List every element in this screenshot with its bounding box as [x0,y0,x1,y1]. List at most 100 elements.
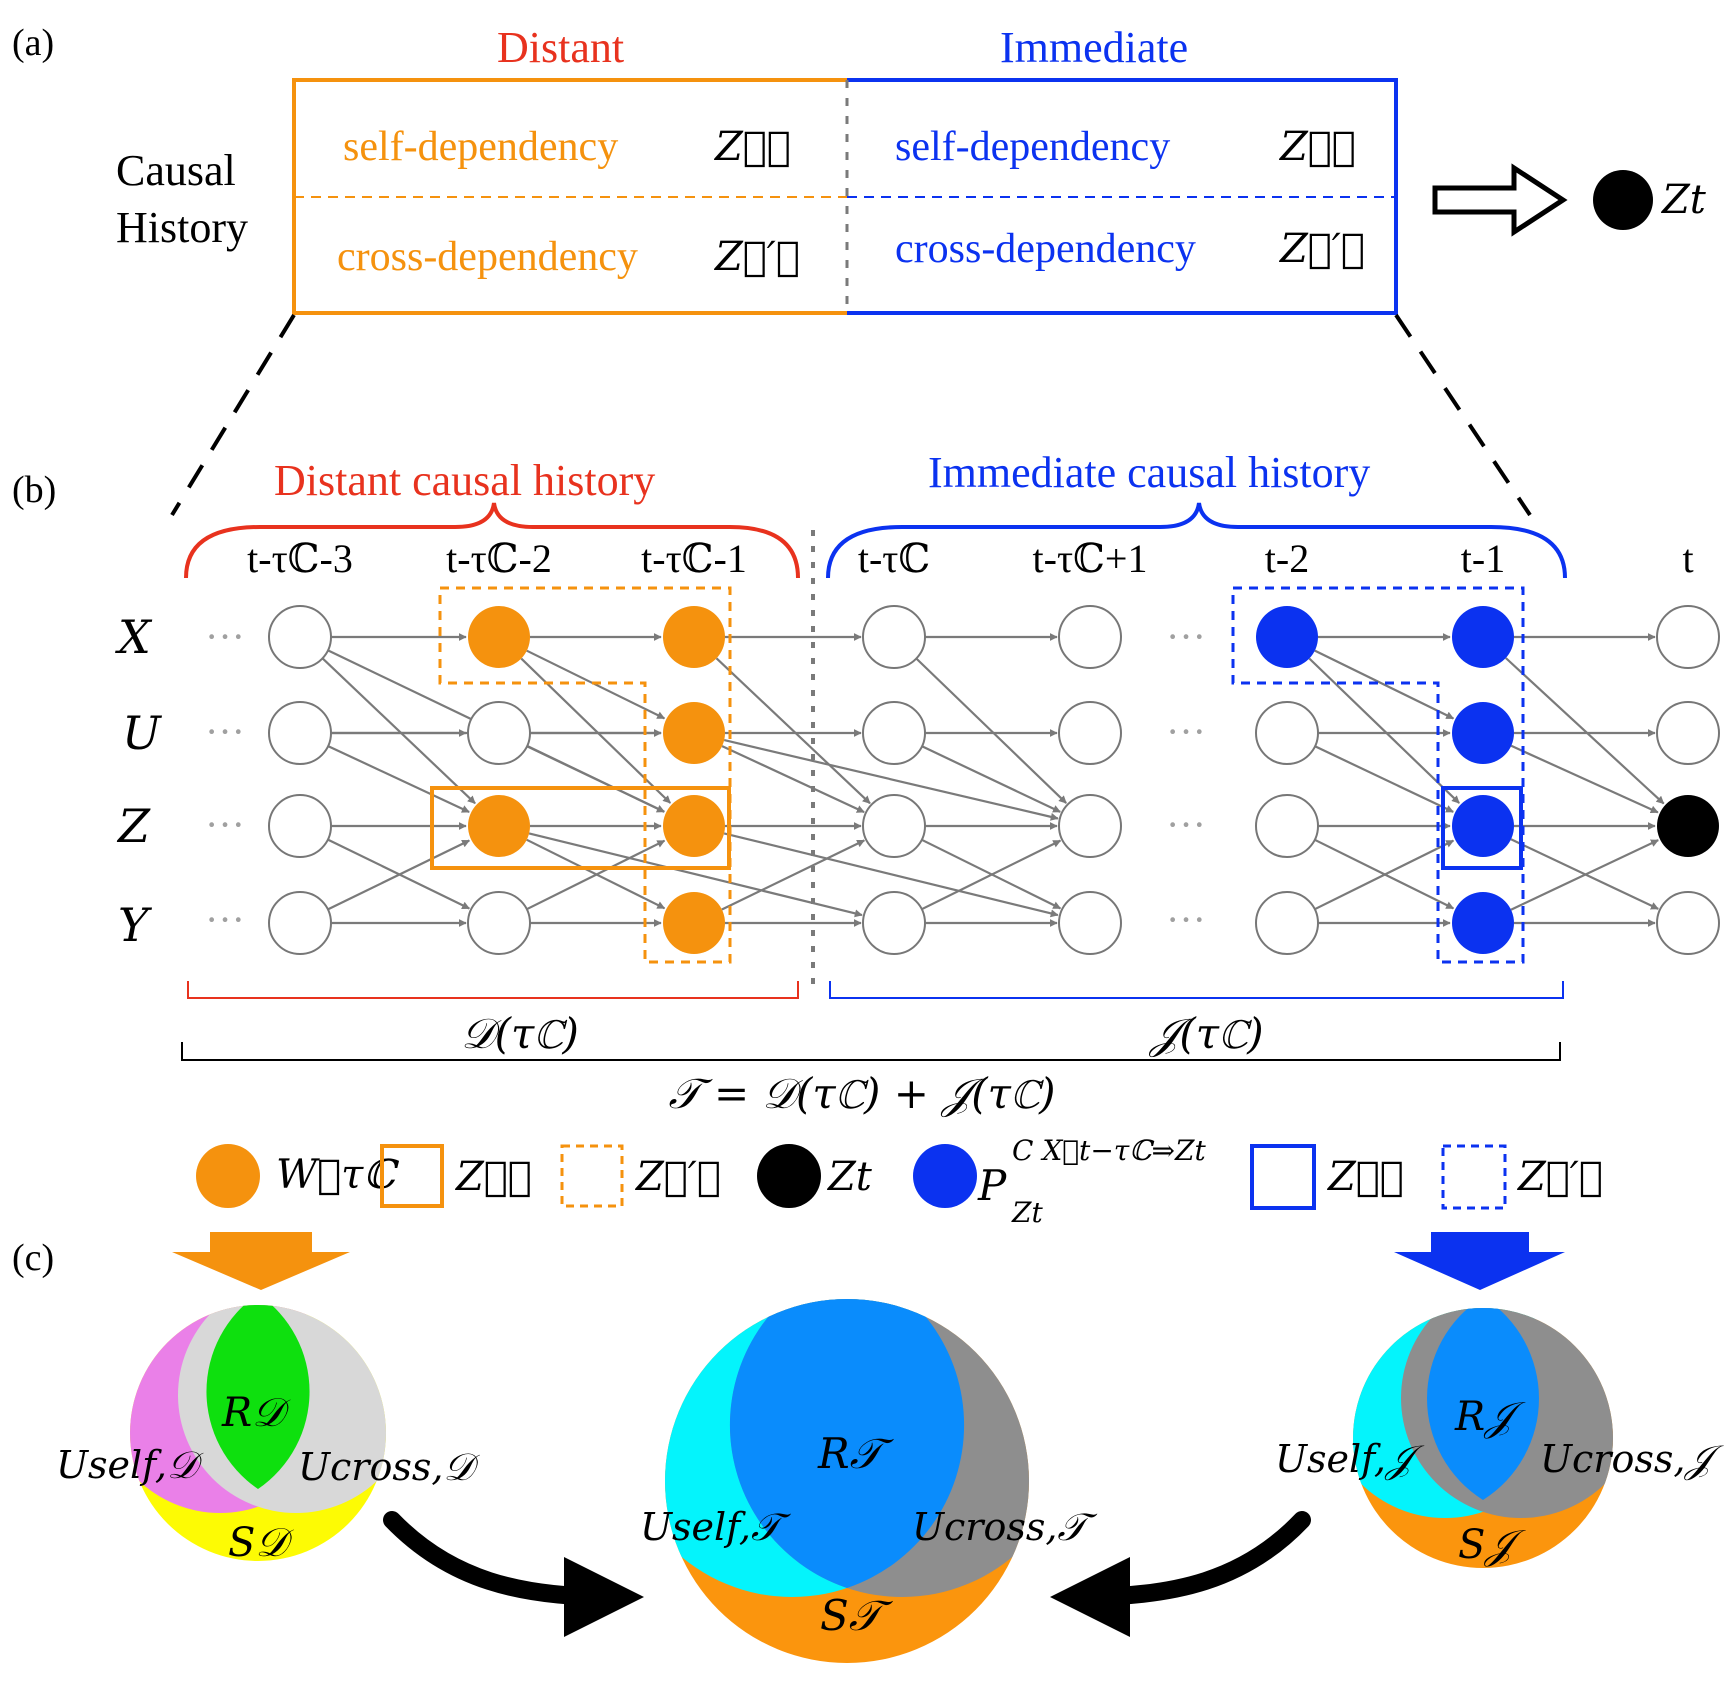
target-label-a: Zt [1660,177,1707,223]
ellipsis: ··· [1166,614,1206,659]
graph-node [268,605,332,669]
time-labels: t-τℂ-3 t-τℂ-2 t-τℂ-1 t-τℂ t-τℂ+1 t-2 t-1… [247,536,1693,581]
legend-z-d-prime-label: Z⃗′𝒟 [634,1154,721,1200]
time-label: t-τℂ-1 [641,536,747,581]
total-span-label: 𝒯 = 𝒟(τℂ) + 𝒥(τℂ) [668,1069,1055,1118]
j-span-label: 𝒥(τℂ) [1148,1009,1263,1058]
hollow-arrow [1432,163,1568,237]
legend-z-d-prime-swatch [560,1144,624,1208]
legend-z-j-prime-swatch [1441,1144,1507,1210]
graph-node [1058,794,1122,858]
immediate-self-dependency: self-dependency [895,124,1170,170]
graph-edge [1510,838,1659,910]
graph-edge [921,745,1061,813]
graph-edge [327,839,471,911]
graph-node [663,795,725,857]
graph-node [1255,701,1319,765]
graph-node [1452,606,1514,668]
legend-w-swatch [196,1144,260,1208]
graph-edge [723,832,1059,918]
immediate-highlight-boxes [1231,586,1525,964]
distant-brace [184,502,800,579]
blue-down-arrow [1394,1232,1565,1290]
distant-cross-dependency: cross-dependency [337,234,638,280]
legend-z-j-label: Z⃗𝒥 [1326,1154,1404,1200]
zoom-line-right [1394,313,1532,517]
causal-edges [321,633,1665,927]
distant-title: Distant [497,23,624,72]
time-label: t-τℂ+1 [1033,536,1148,581]
immediate-z-j-prime: Z⃗′𝒥 [1278,226,1365,272]
legend-z-j-prime-label: Z⃗′𝒥 [1516,1154,1603,1200]
graph-edge [1314,839,1455,911]
graph-edge [1510,744,1659,814]
graph-node [1255,794,1319,858]
time-label: t-τℂ-3 [247,536,353,581]
immediate-z-j: Z⃗𝒥 [1278,124,1356,170]
graph-node [862,794,926,858]
graph-node [1656,701,1720,765]
graph-edge [520,657,672,804]
graph-node [268,701,332,765]
distant-brace-label: Distant causal history [274,456,655,505]
ellipsis: ··· [205,614,245,659]
graph-node [1657,795,1719,857]
graph-node [268,891,332,955]
graph-edge [921,838,1062,910]
variable-label-z: Z [116,799,151,853]
venn-distant-u-self: Uself,𝒟 [56,1443,204,1487]
legend-z-j-swatch [1250,1144,1316,1210]
ellipsis: ··· [1166,802,1206,847]
graph-node [1058,605,1122,669]
graph-edge [526,839,666,911]
immediate-brace-label: Immediate causal history [928,448,1370,497]
graph-edge [915,657,1067,804]
venn-distant-u-cross: Ucross,𝒟 [298,1445,480,1489]
graph-node [268,794,332,858]
venn-total-u-cross: Ucross,𝒯 [912,1505,1097,1549]
panel-label-a: (a) [12,22,54,64]
ellipses: ··· ··· ··· ··· ··· ··· ··· ··· [205,614,1206,942]
time-label: t [1682,536,1693,581]
legend-z-d-label: Z⃗𝒟 [454,1154,532,1200]
graph-node [663,702,725,764]
distant-self-dependency: self-dependency [343,124,618,170]
graph-edge [321,657,476,805]
graph-edge [1314,745,1454,813]
graph-edge [528,832,863,918]
target-node-a [1593,170,1653,230]
venn-total-r: R𝒯 [817,1429,895,1478]
ellipsis: ··· [205,802,245,847]
legend-z-t-label: Zt [826,1154,873,1200]
causal-nodes [268,605,1720,955]
graph-node [862,605,926,669]
graph-edge [715,657,871,805]
variable-label-x: X [115,610,153,664]
graph-node [1058,891,1122,955]
j-span-bracket [829,981,1564,999]
graph-edge [526,745,665,813]
time-label: t-2 [1265,536,1309,581]
causal-label: Causal [116,146,236,195]
venn-immediate-u-self: Uself,𝒥 [1275,1437,1425,1481]
legend: W⃗τℂ Z⃗𝒟 Z⃗′𝒟 Zt P C X⃗t−τℂ⇒Zt Zt Z⃗𝒥 Z⃗… [196,1134,1603,1229]
graph-node [1452,795,1514,857]
graph-node [467,701,531,765]
graph-node [663,606,725,668]
graph-node [1656,891,1720,955]
distant-z-d: Z⃗𝒟 [713,124,791,170]
graph-node [1452,702,1514,764]
d-span-label: 𝒟(τℂ) [461,1009,579,1058]
immediate-brace [826,502,1567,579]
graph-node [1656,605,1720,669]
graph-node [468,795,530,857]
venn-immediate-u-cross: Ucross,𝒥 [1540,1437,1724,1481]
graph-node [468,606,530,668]
graph-node [1255,891,1319,955]
graph-edge [721,839,866,911]
legend-p-swatch [913,1144,977,1208]
time-label: t-τℂ [858,536,930,581]
variable-label-u: U [122,706,163,760]
ellipsis: ··· [205,709,245,754]
